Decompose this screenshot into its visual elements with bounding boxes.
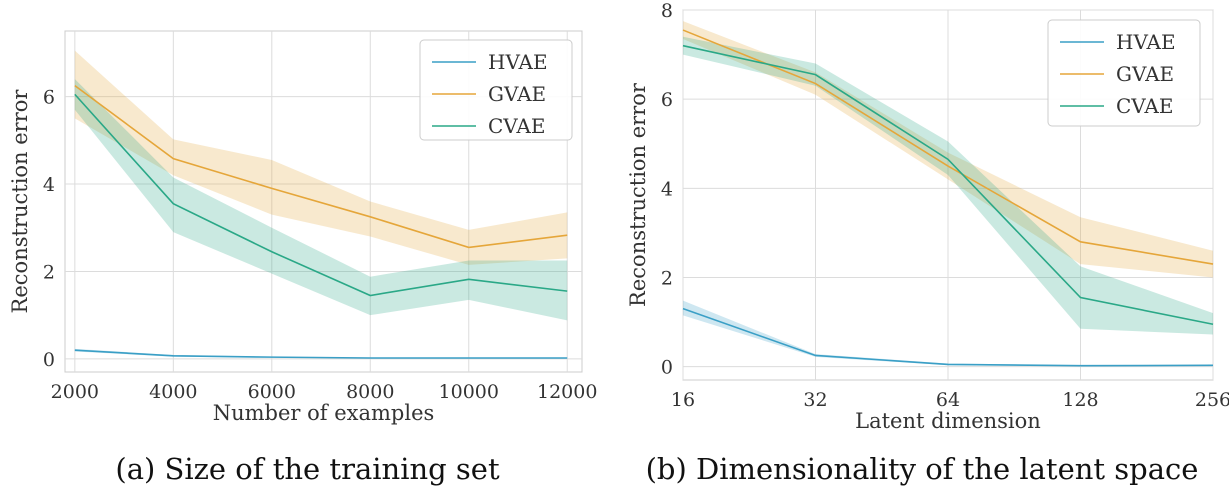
chart-a-x-tick-label: 8000: [346, 381, 394, 403]
chart-b-x-axis-label: Latent dimension: [855, 409, 1041, 433]
chart-a-y-tick-label: 0: [43, 349, 55, 371]
chart-b-line-cvae: [682, 44, 1214, 326]
chart-a-x-axis-label: Number of examples: [213, 401, 435, 425]
chart-b-legend-label-cvae: CVAE: [1116, 94, 1173, 118]
chart-b-line-hvae: [682, 307, 1214, 367]
chart-a-band-cvae: [74, 79, 568, 321]
chart-b-svg: 16 32 64 128 256 0 2 4 6 8 Latent dimension Reconst…: [626, 0, 1229, 433]
chart-b-x-tick-label: 256: [1195, 389, 1229, 411]
chart-b-y-tick-label: 2: [661, 267, 673, 289]
chart-b-caption: (b) Dimensionality of the latent space: [645, 452, 1199, 486]
chart-panel-b: 16 32 64 128 256 0 2 4 6 8 Latent dimension Reconst…: [615, 0, 1229, 502]
chart-a-line-cvae: [74, 93, 568, 297]
chart-b-legend-label-hvae: HVAE: [1116, 30, 1176, 54]
chart-a-legend: [419, 39, 573, 141]
chart-a-y-tick-label: 2: [43, 261, 55, 283]
chart-a-line-gvae: [74, 85, 568, 249]
chart-b-x-tick-label: 32: [803, 389, 827, 411]
chart-a-x-tick-label: 6000: [248, 381, 296, 403]
chart-a-legend-label-cvae: CVAE: [488, 114, 545, 138]
chart-a-y-axis-label: Reconstruction error: [8, 89, 32, 314]
chart-a-legend-label-gvae: GVAE: [488, 82, 546, 106]
chart-b-y-tick-label: 4: [661, 178, 673, 200]
chart-b-legend-label-gvae: GVAE: [1116, 62, 1174, 86]
chart-a-x-tick-label: 2000: [51, 381, 99, 403]
chart-b-legend: [1047, 19, 1201, 127]
chart-a-svg: 2000 4000 6000 8000 10000 12000 0 2 4 6 Number of …: [8, 30, 597, 425]
chart-b-band-gvae: [683, 21, 1213, 278]
chart-a-y-tick-label: 4: [43, 174, 55, 196]
chart-a-caption: (a) Size of the training set: [115, 452, 500, 486]
chart-a-x-tick-label: 4000: [149, 381, 197, 403]
chart-b-y-axis-label: Reconstruction error: [626, 82, 650, 307]
chart-panel-a: 2000 4000 6000 8000 10000 12000 0 2 4 6 Number of …: [8, 30, 597, 486]
chart-a-x-tick-label: 10000: [439, 381, 499, 403]
chart-b-x-tick-label: 64: [936, 389, 960, 411]
chart-b-x-tick-label: 16: [671, 389, 695, 411]
chart-a-line-hvae: [74, 349, 568, 359]
chart-b-x-tick-label: 128: [1062, 389, 1098, 411]
chart-b-y-tick-label: 0: [661, 357, 673, 379]
chart-a-y-tick-label: 6: [43, 87, 55, 109]
chart-a-legend-label-hvae: HVAE: [488, 50, 548, 74]
chart-b-y-tick-label: 6: [661, 89, 673, 111]
chart-b-y-tick-label: 8: [661, 0, 673, 22]
chart-b-band-cvae: [683, 36, 1213, 335]
chart-a-x-tick-label: 12000: [537, 381, 597, 403]
